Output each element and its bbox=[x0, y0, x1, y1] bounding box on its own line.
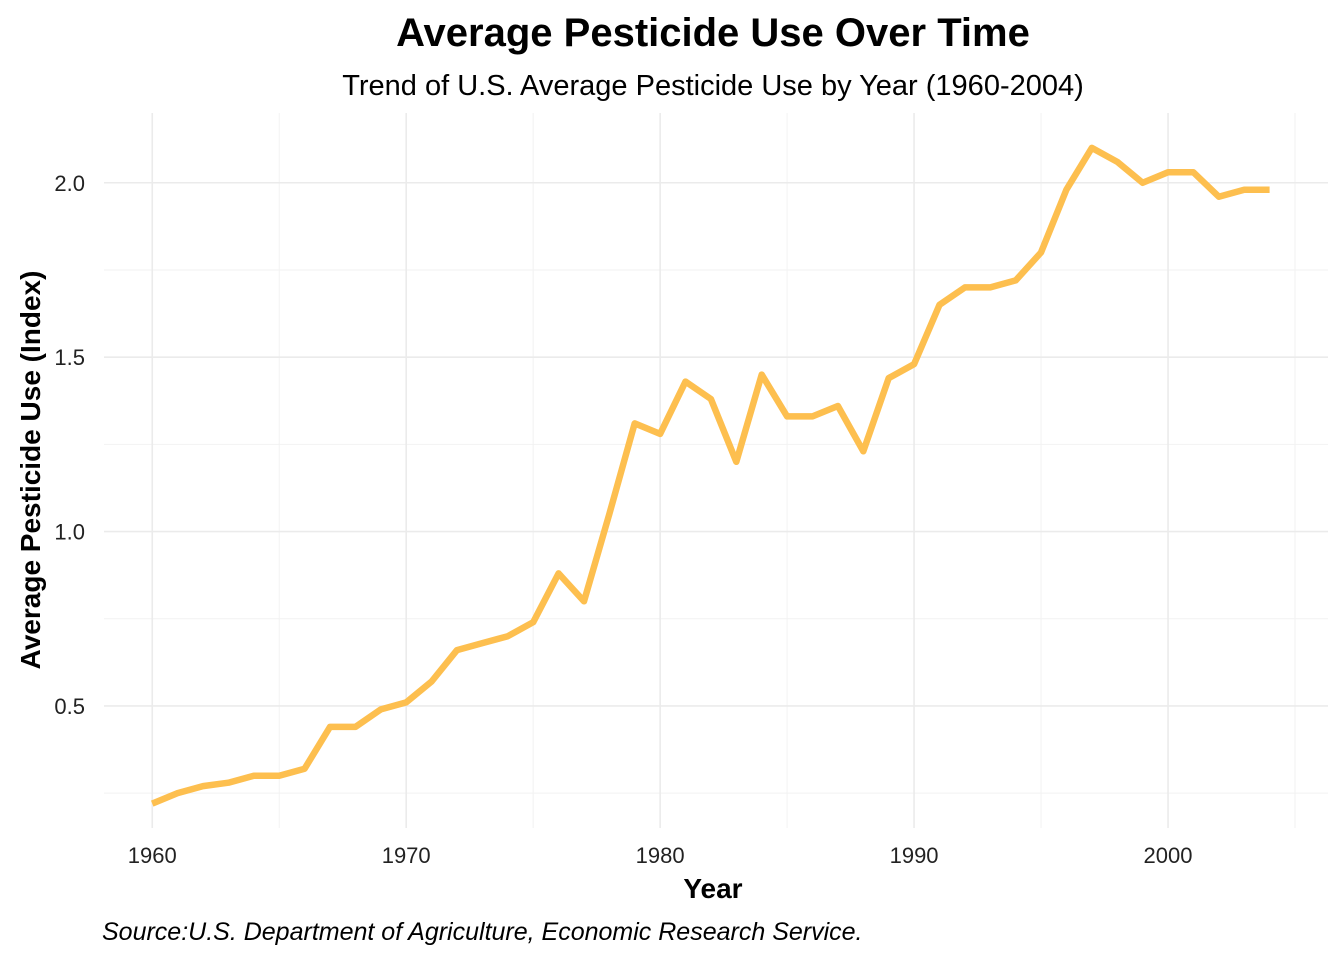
x-tick-label: 1980 bbox=[636, 843, 685, 868]
x-tick-label: 1960 bbox=[128, 843, 177, 868]
series-layer bbox=[150, 144, 1270, 807]
y-tick-label: 2.0 bbox=[54, 171, 85, 196]
y-tick-label: 0.5 bbox=[54, 694, 85, 719]
x-axis-ticks: 1960 1970 1980 1990 2000 bbox=[128, 843, 1193, 868]
x-axis-title: Year bbox=[683, 873, 742, 904]
grid-lines bbox=[104, 113, 1328, 828]
y-tick-label: 1.5 bbox=[54, 345, 85, 370]
x-tick-label: 1970 bbox=[382, 843, 431, 868]
series-line bbox=[150, 144, 1270, 807]
x-tick-label: 2000 bbox=[1144, 843, 1193, 868]
chart-subtitle: Trend of U.S. Average Pesticide Use by Y… bbox=[342, 70, 1084, 102]
chart-caption: Source:U.S. Department of Agriculture, E… bbox=[102, 918, 863, 946]
y-axis-title: Average Pesticide Use (Index) bbox=[15, 271, 46, 670]
y-axis-ticks: 0.5 1.0 1.5 2.0 bbox=[54, 171, 85, 719]
chart-title: Average Pesticide Use Over Time bbox=[396, 11, 1030, 55]
y-tick-label: 1.0 bbox=[54, 520, 85, 545]
x-tick-label: 1990 bbox=[890, 843, 939, 868]
